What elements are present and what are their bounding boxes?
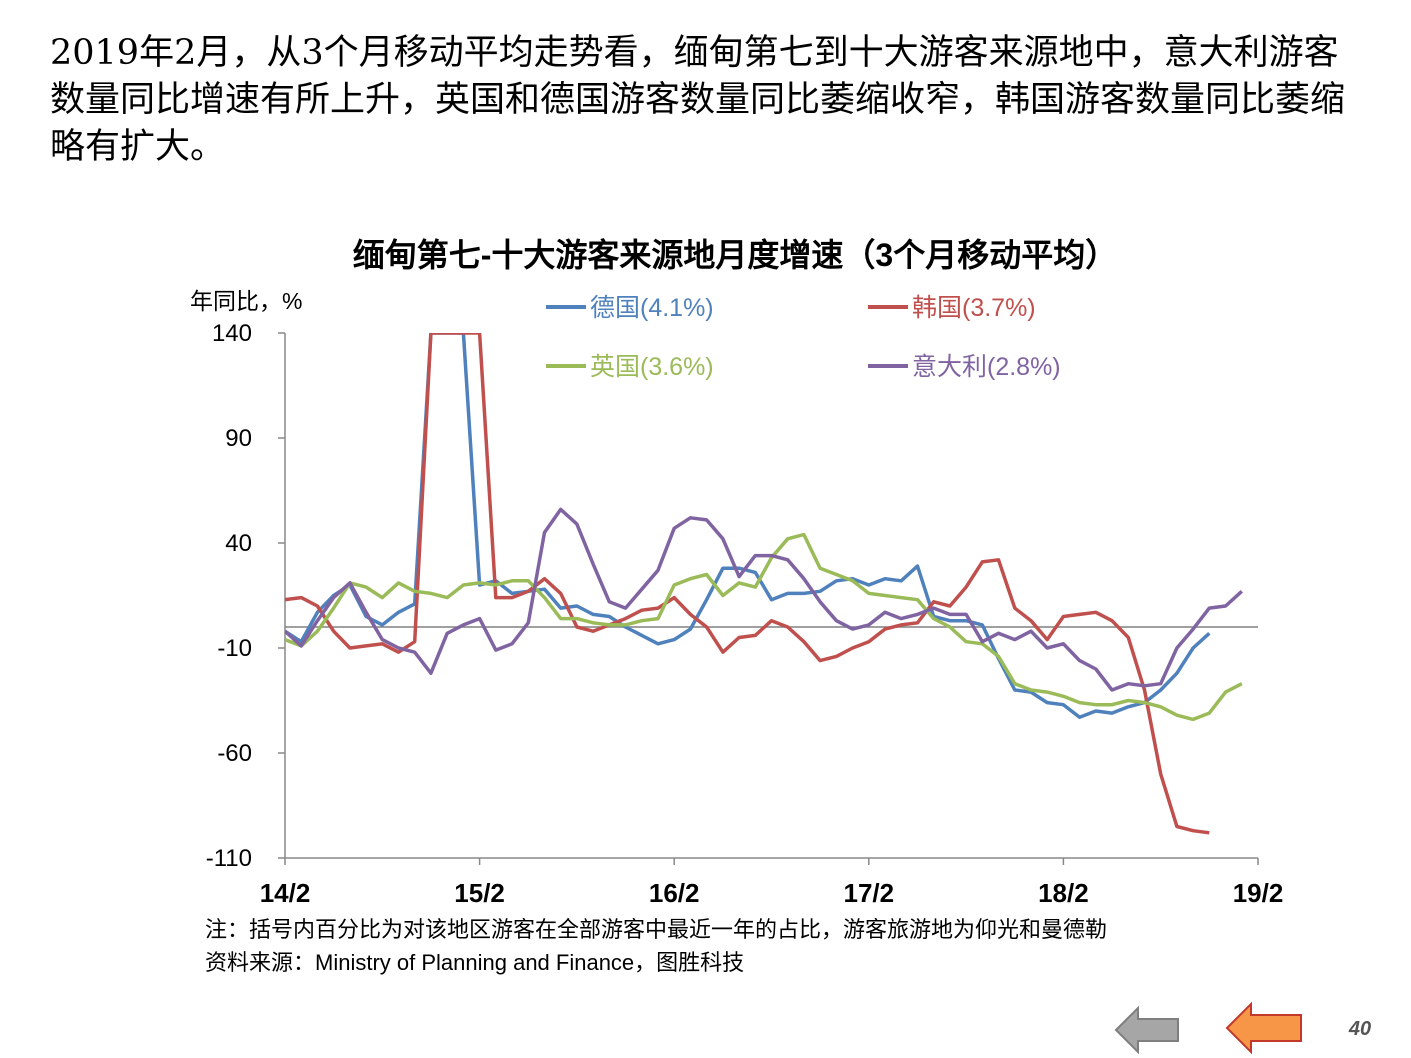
x-tick-label-0: 14/2 [260, 878, 311, 908]
y-axis-label: 年同比，% [190, 288, 302, 314]
summary-paragraph: 2019年2月，从3个月移动平均走势看，缅甸第七到十大游客来源地中，意大利游客数… [50, 33, 1346, 167]
series-line-2 [285, 532, 1243, 722]
legend-label-2: 英国(3.6%) [590, 353, 714, 381]
series-line-3 [285, 507, 1243, 692]
y-tick-label-3: -10 [217, 635, 252, 662]
arrow-left-orange-icon [1225, 1001, 1302, 1055]
y-tick-label-2: 40 [225, 530, 252, 557]
legend-label-1: 韩国(3.7%) [912, 294, 1036, 322]
previous-page-button[interactable] [1114, 1004, 1182, 1056]
y-tick-label-1: 90 [225, 425, 252, 452]
x-tick-label-4: 18/2 [1038, 878, 1089, 908]
x-tick-label-5: 19/2 [1233, 878, 1284, 908]
page-number: 40 [1348, 1018, 1372, 1040]
series-line-0 [285, 333, 1211, 720]
series-line-1 [285, 333, 1210, 835]
y-tick-label-5: -110 [206, 845, 252, 872]
x-tick-label-2: 16/2 [649, 878, 700, 908]
chart-title: 缅甸第七-十大游客来源地月度增速（3个月移动平均） [353, 237, 1117, 273]
y-tick-label-4: -60 [217, 740, 252, 767]
arrow-left-gray-icon [1114, 1005, 1179, 1055]
x-tick-label-1: 15/2 [454, 878, 505, 908]
legend-label-0: 德国(4.1%) [590, 294, 714, 322]
y-tick-label-0: 140 [212, 320, 252, 347]
chart-note: 注：括号内百分比为对该地区游客在全部游客中最近一年的占比，游客旅游地为仰光和曼德… [205, 917, 1107, 942]
chart-source: 资料来源：Ministry of Planning and Finance，图胜… [205, 950, 744, 975]
legend-label-3: 意大利(2.8%) [912, 353, 1061, 381]
next-page-button[interactable] [1224, 1000, 1306, 1056]
x-tick-label-3: 17/2 [843, 878, 894, 908]
